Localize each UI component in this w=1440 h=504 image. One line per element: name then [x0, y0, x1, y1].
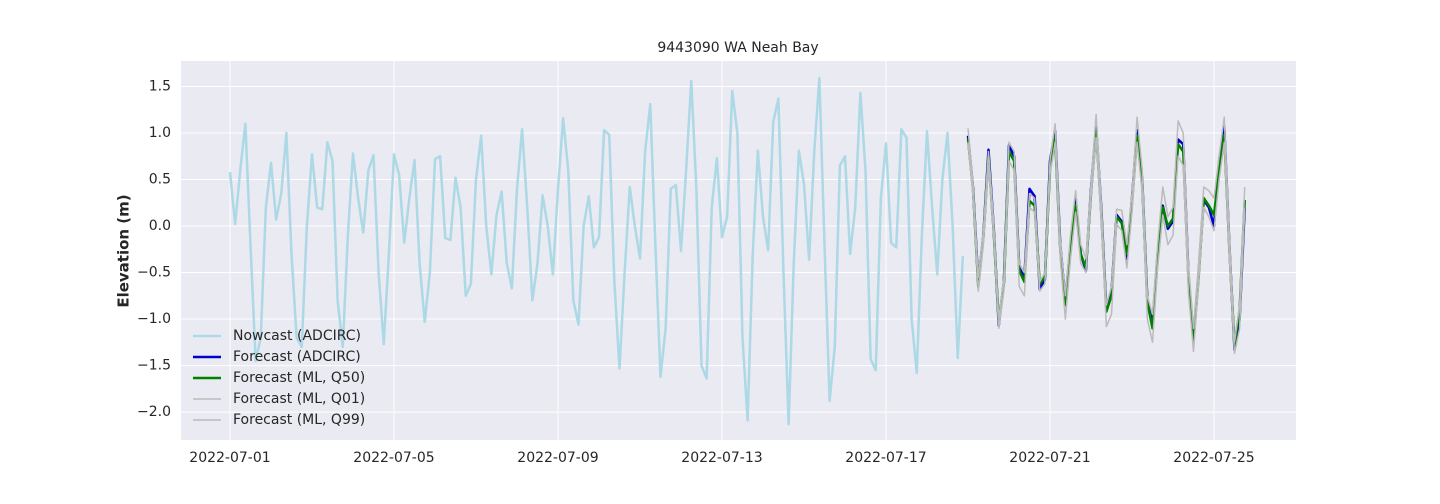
plot-background — [181, 61, 1296, 440]
legend-label: Nowcast (ADCIRC) — [233, 328, 361, 344]
series-line — [967, 136, 1246, 355]
x-tick-label: 2022-07-17 — [845, 450, 926, 466]
x-tick-label: 2022-07-09 — [517, 450, 598, 466]
x-tick-label: 2022-07-05 — [353, 450, 434, 466]
lines — [228, 76, 1246, 426]
y-tick-label: −1.5 — [137, 358, 171, 374]
y-tick-label: −1.0 — [137, 311, 171, 327]
x-tick-label: 2022-07-13 — [681, 450, 762, 466]
series-line — [967, 113, 1246, 344]
y-tick-label: −2.0 — [137, 404, 171, 420]
y-tick-label: −0.5 — [137, 265, 171, 281]
x-tick-label: 2022-07-25 — [1173, 450, 1254, 466]
legend-label: Forecast (ADCIRC) — [233, 349, 361, 365]
legend: Nowcast (ADCIRC) Forecast (ADCIRC) Forecas… — [193, 328, 365, 428]
x-tick-label: 2022-07-21 — [1009, 450, 1090, 466]
chart-title: 9443090 WA Neah Bay — [657, 40, 818, 56]
legend-label: Forecast (ML, Q50) — [233, 370, 365, 386]
y-axis-label: Elevation (m) — [115, 194, 133, 307]
x-tick-label: 2022-07-01 — [189, 450, 270, 466]
y-tick-label: 1.0 — [149, 125, 171, 141]
series-line — [228, 76, 965, 426]
legend-label: Forecast (ML, Q99) — [233, 412, 365, 428]
y-tick-label: 0.0 — [149, 218, 171, 234]
y-tick-label: 1.5 — [149, 78, 171, 94]
legend-label: Forecast (ML, Q01) — [233, 391, 365, 407]
y-tick-label: 0.5 — [149, 172, 171, 188]
